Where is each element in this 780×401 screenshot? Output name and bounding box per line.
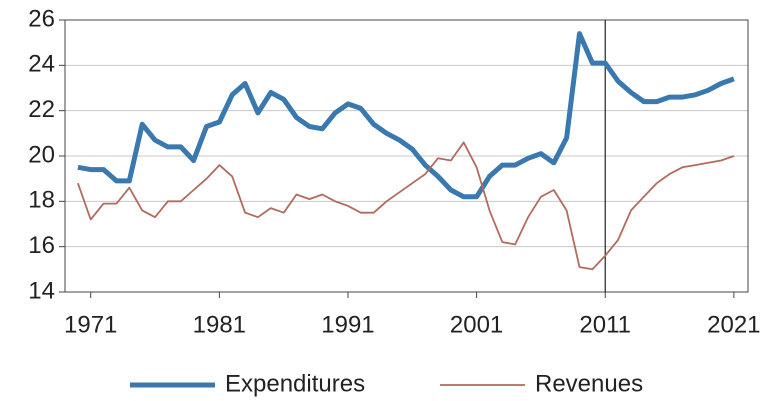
y-tick-label: 24 [28,51,55,78]
y-tick-label: 26 [28,5,55,32]
series-line [77,141,735,271]
x-tick-label: 1971 [64,311,117,338]
y-tick-label: 14 [28,277,55,304]
x-tick-label: 1991 [321,311,374,338]
series-line [77,31,735,200]
x-tick-label: 2001 [450,311,503,338]
y-tick-label: 18 [28,187,55,214]
legend-label: Revenues [535,370,643,397]
y-tick-label: 22 [28,96,55,123]
x-tick-label: 2011 [579,311,631,338]
x-tick-label: 2021 [707,311,760,338]
y-tick-label: 16 [28,232,55,259]
plot-frame [64,19,749,293]
y-tick-label: 20 [28,141,55,168]
x-tick-label: 1981 [193,311,246,338]
legend-label: Expenditures [225,370,365,397]
